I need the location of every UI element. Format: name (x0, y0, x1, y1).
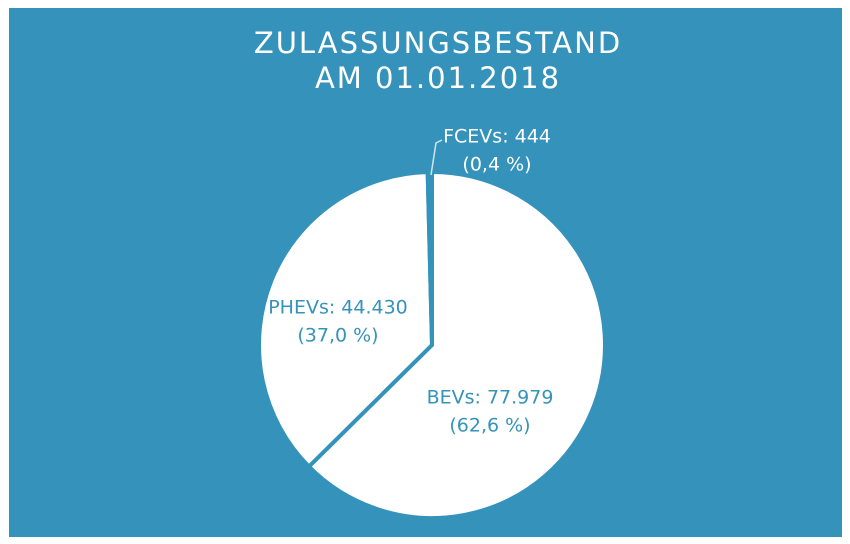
chart-title: ZULASSUNGSBESTAND (254, 26, 622, 60)
leader-line (430, 139, 443, 176)
pie-slice (306, 170, 607, 520)
data-label: (37,0 %) (297, 325, 378, 347)
pie-slice (257, 170, 434, 469)
data-label: (62,6 %) (449, 415, 530, 437)
data-label: BEVs: 77.979 (427, 387, 554, 409)
data-label: FCEVs: 444 (443, 126, 551, 148)
data-label: PHEVs: 44.430 (268, 297, 408, 319)
chart-title: AM 01.01.2018 (315, 61, 561, 95)
data-label: (0,4 %) (462, 154, 531, 176)
